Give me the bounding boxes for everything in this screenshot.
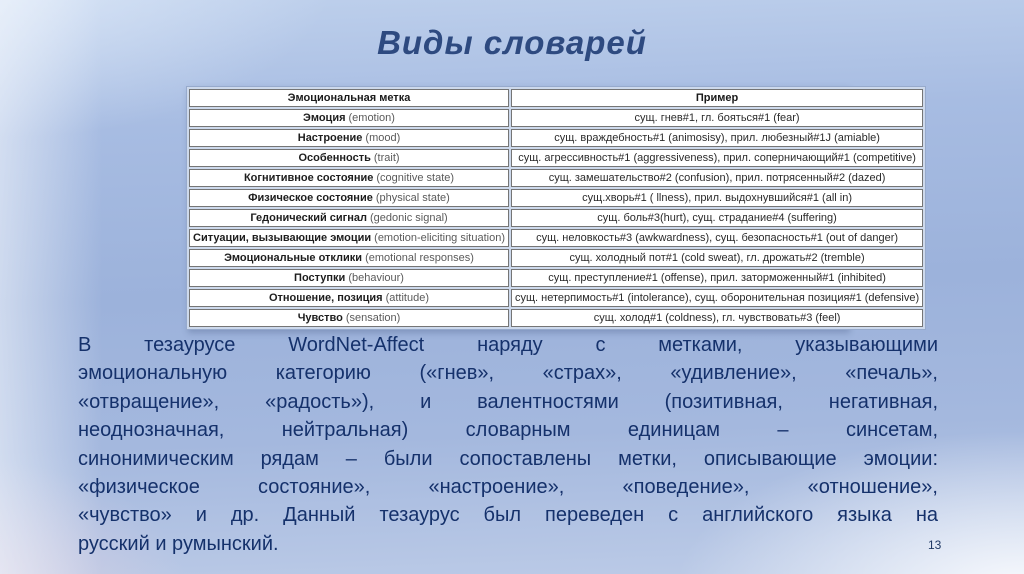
- table-row: Эмоциональные отклики (emotional response…: [189, 249, 924, 267]
- example-cell: сущ. боль#3(hurt), сущ. страдание#4 (suf…: [511, 209, 924, 227]
- example-cell: сущ. неловкость#3 (awkwardness), сущ. бе…: [511, 229, 924, 247]
- term-russian: Гедонический сигнал: [250, 212, 368, 224]
- term-russian: Эмоция: [303, 112, 346, 124]
- emotion-label-cell: Эмоция (emotion): [189, 109, 509, 127]
- term-russian: Когнитивное состояние: [243, 172, 374, 184]
- term-english: (cognitive state): [376, 172, 455, 184]
- example-cell: сущ. враждебность#1 (animosisy), прил. л…: [511, 129, 924, 147]
- term-english: (physical state): [375, 192, 450, 204]
- table-row: Ситуации, вызывающие эмоции (emotion-elic…: [189, 229, 924, 247]
- emotion-label-cell: Чувство (sensation): [189, 309, 509, 327]
- term-english: (emotion): [348, 112, 395, 124]
- example-cell: сущ. гнев#1, гл. бояться#1 (fear): [511, 109, 924, 127]
- example-cell: сущ.хворь#1 ( llness), прил. выдохнувший…: [511, 189, 924, 207]
- table-header-row: Эмоциональная метка Пример: [189, 89, 924, 107]
- paragraph-line: «отвращение», «радость»), и валентностям…: [78, 390, 938, 413]
- emotion-label-cell: Отношение, позиция (attitude): [189, 289, 509, 307]
- example-cell: сущ. холод#1 (coldness), гл. чувствовать…: [511, 309, 924, 327]
- paragraph-line: «физическое состояние», «настроение», «п…: [78, 476, 938, 499]
- term-english: (trait): [373, 152, 400, 164]
- paragraph-line: русский и румынский.: [78, 532, 279, 555]
- table-row: Физическое состояние (physical state) сущ…: [189, 189, 924, 207]
- example-cell: сущ. преступление#1 (offense), прил. зат…: [511, 269, 924, 287]
- emotion-label-cell: Физическое состояние (physical state): [189, 189, 509, 207]
- emotion-label-cell: Когнитивное состояние (cognitive state): [189, 169, 509, 187]
- term-english: (behaviour): [348, 272, 404, 284]
- page-number: 13: [928, 538, 942, 552]
- example-cell: сущ. холодный пот#1 (cold sweat), гл. др…: [511, 249, 924, 267]
- term-english: (sensation): [345, 312, 401, 324]
- term-english: (emotional responses): [365, 252, 474, 264]
- paragraph-line: эмоциональную категорию («гнев», «страх»…: [78, 362, 938, 385]
- table-row: Настроение (mood) сущ. враждебность#1 (an…: [189, 129, 924, 147]
- table-body: Эмоция (emotion) сущ. гнев#1, гл. бояться…: [189, 109, 924, 327]
- term-russian: Чувство: [297, 312, 343, 324]
- emotion-label-cell: Ситуации, вызывающие эмоции (emotion-elic…: [189, 229, 509, 247]
- emotion-label-cell: Особенность (trait): [189, 149, 509, 167]
- term-russian: Ситуации, вызывающие эмоции: [193, 232, 372, 244]
- table-row: Отношение, позиция (attitude) сущ. нетерп…: [189, 289, 924, 307]
- emotion-label-cell: Гедонический сигнал (gedonic signal): [189, 209, 509, 227]
- table-row: Эмоция (emotion) сущ. гнев#1, гл. бояться…: [189, 109, 924, 127]
- term-russian: Настроение: [297, 132, 363, 144]
- emotion-label-cell: Поступки (behaviour): [189, 269, 509, 287]
- example-cell: сущ. нетерпимость#1 (intolerance), сущ. …: [511, 289, 924, 307]
- table-row: Когнитивное состояние (cognitive state) с…: [189, 169, 924, 187]
- paragraph-line: синонимическим рядам – были сопоставлены…: [78, 447, 938, 470]
- term-english: (gedonic signal): [370, 212, 448, 224]
- paragraph-line: неоднозначная, нейтральная) словарным ед…: [78, 419, 938, 442]
- term-russian: Особенность: [298, 152, 371, 164]
- paragraph-line: В тезаурусе WordNet-Affect наряду с метк…: [78, 334, 938, 356]
- column-header-example: Пример: [511, 89, 924, 107]
- table-row: Чувство (sensation) сущ. холод#1 (coldnes…: [189, 309, 924, 327]
- column-header-label: Эмоциональная метка: [189, 89, 509, 107]
- emotion-labels-table-container: Эмоциональная метка Пример Эмоция (emotio…: [186, 86, 927, 330]
- term-russian: Поступки: [294, 272, 346, 284]
- body-paragraph: В тезаурусе WordNet-Affect наряду с метк…: [78, 331, 938, 558]
- term-russian: Эмоциональные отклики: [224, 252, 363, 264]
- term-russian: Физическое состояние: [248, 192, 373, 204]
- page-title: Виды словарей: [377, 24, 647, 61]
- emotion-label-cell: Эмоциональные отклики (emotional response…: [189, 249, 509, 267]
- term-english: (emotion-eliciting situation): [374, 232, 505, 244]
- term-russian: Отношение, позиция: [268, 292, 383, 304]
- table-row: Поступки (behaviour) сущ. преступление#1 …: [189, 269, 924, 287]
- emotion-label-cell: Настроение (mood): [189, 129, 509, 147]
- example-cell: сущ. замешательство#2 (confusion), прил.…: [511, 169, 924, 187]
- term-english: (attitude): [385, 292, 430, 304]
- example-cell: сущ. агрессивность#1 (aggressiveness), п…: [511, 149, 924, 167]
- table-row: Гедонический сигнал (gedonic signal) сущ.…: [189, 209, 924, 227]
- term-english: (mood): [365, 132, 401, 144]
- paragraph-line: «чувство» и др. Данный тезаурус был пере…: [78, 504, 938, 527]
- table-row: Особенность (trait) сущ. агрессивность#1 …: [189, 149, 924, 167]
- emotion-labels-table: Эмоциональная метка Пример Эмоция (emotio…: [186, 86, 927, 330]
